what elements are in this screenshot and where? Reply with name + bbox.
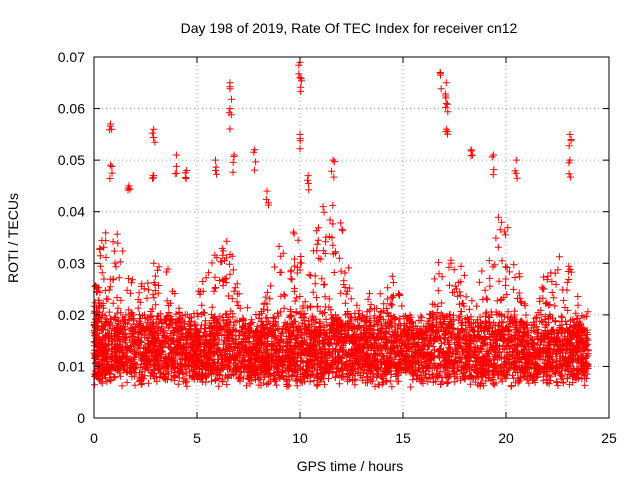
y-tick-label: 0.04 (58, 204, 85, 220)
tick-labels: 0 5 10 15 20 25 0 0.01 0.02 0.03 0.04 0.05 0.06 0.07 (58, 49, 617, 446)
y-tick-label: 0.05 (58, 152, 85, 168)
x-tick-label: 5 (193, 430, 201, 446)
x-axis-label: GPS time / hours (297, 458, 404, 474)
y-axis-label: ROTI / TECUs (5, 193, 21, 283)
x-tick-label: 0 (90, 430, 98, 446)
x-tick-label: 20 (498, 430, 514, 446)
y-tick-label: 0.03 (58, 255, 85, 271)
data-points (90, 58, 592, 391)
x-tick-label: 25 (601, 430, 617, 446)
roti-points (90, 58, 592, 391)
y-tick-label: 0.01 (58, 358, 85, 374)
y-tick-label: 0.02 (58, 307, 85, 323)
axis-ticks (93, 56, 610, 419)
chart-title: Day 198 of 2019, Rate Of TEC Index for r… (181, 20, 518, 36)
y-tick-label: 0.07 (58, 49, 85, 65)
x-tick-label: 15 (395, 430, 411, 446)
plot-frame (93, 56, 610, 419)
x-tick-label: 10 (292, 430, 308, 446)
y-tick-label: 0 (77, 410, 85, 426)
y-tick-label: 0.06 (58, 101, 85, 117)
